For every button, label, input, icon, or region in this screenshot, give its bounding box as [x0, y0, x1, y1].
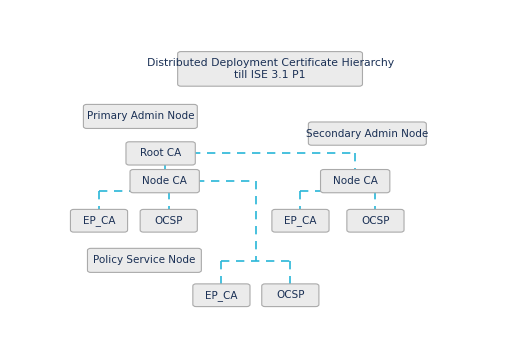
FancyBboxPatch shape: [272, 209, 329, 232]
FancyBboxPatch shape: [140, 209, 197, 232]
FancyBboxPatch shape: [83, 104, 197, 128]
Text: Policy Service Node: Policy Service Node: [93, 256, 196, 265]
Text: OCSP: OCSP: [276, 290, 304, 300]
FancyBboxPatch shape: [178, 51, 362, 86]
FancyBboxPatch shape: [262, 284, 319, 307]
FancyBboxPatch shape: [193, 284, 250, 307]
FancyBboxPatch shape: [126, 142, 195, 165]
FancyBboxPatch shape: [87, 248, 201, 272]
Text: Secondary Admin Node: Secondary Admin Node: [306, 129, 428, 139]
Text: Primary Admin Node: Primary Admin Node: [87, 111, 194, 121]
Text: EP_CA: EP_CA: [284, 215, 317, 226]
Text: Distributed Deployment Certificate Hierarchy
till ISE 3.1 P1: Distributed Deployment Certificate Hiera…: [146, 58, 394, 80]
Text: EP_CA: EP_CA: [83, 215, 115, 226]
Text: OCSP: OCSP: [154, 216, 183, 226]
FancyBboxPatch shape: [130, 169, 199, 193]
FancyBboxPatch shape: [321, 169, 390, 193]
Text: Root CA: Root CA: [140, 149, 181, 158]
FancyBboxPatch shape: [71, 209, 128, 232]
Text: EP_CA: EP_CA: [205, 290, 237, 301]
Text: Node CA: Node CA: [333, 176, 378, 186]
Text: OCSP: OCSP: [361, 216, 390, 226]
Text: Node CA: Node CA: [142, 176, 187, 186]
FancyBboxPatch shape: [347, 209, 404, 232]
FancyBboxPatch shape: [309, 122, 426, 145]
